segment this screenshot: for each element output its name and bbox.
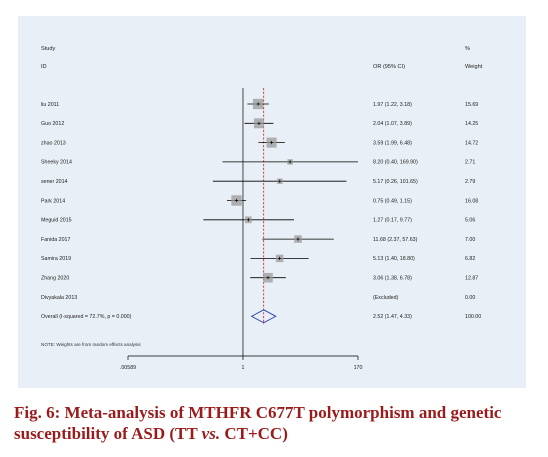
header-weight: Weight xyxy=(465,64,483,70)
study-weight-text: 15.69 xyxy=(465,102,478,108)
study-ci-text: 8.20 (0.40, 169.90) xyxy=(373,160,418,166)
study-weight-text: 7.00 xyxy=(465,237,475,243)
study-label: zhao 2013 xyxy=(41,140,66,146)
footnote: NOTE: Weights are from random effects an… xyxy=(41,342,141,347)
study-ci-text: 3.06 (1.38, 6.78) xyxy=(373,276,412,282)
study-weight-text: 2.79 xyxy=(465,179,475,185)
study-ci-text: 3.59 (1.99, 6.48) xyxy=(373,140,412,146)
study-label: Samira 2019 xyxy=(41,256,71,262)
study-ci-text: 1.97 (1.22, 3.18) xyxy=(373,102,412,108)
study-ci-text: 2.04 (1.07, 3.89) xyxy=(373,121,412,127)
study-label: sener 2014 xyxy=(41,179,68,185)
study-label: Park 2014 xyxy=(41,198,65,204)
study-label: Zhang 2020 xyxy=(41,276,69,282)
caption-vs: vs. xyxy=(201,424,221,443)
study-weight-text: 16.08 xyxy=(465,198,478,204)
study-label: Meguid 2015 xyxy=(41,218,72,224)
header-id: ID xyxy=(41,64,47,70)
forest-plot-panel: Study ID OR (95% CI) % Weight liu 2011 1.… xyxy=(18,16,526,388)
header-or-ci: OR (95% CI) xyxy=(373,64,405,70)
overall-diamond xyxy=(250,309,277,324)
study-weight-text: 14.72 xyxy=(465,140,478,146)
study-label: liu 2011 xyxy=(41,102,59,108)
x-tick-label-left: .00589 xyxy=(120,365,136,371)
study-ci-text: 1.27 (0.17, 9.77) xyxy=(373,218,412,224)
overall-label: Overall (I-squared = 72.7%, p = 0.000) xyxy=(41,314,132,320)
study-label: Guo 2012 xyxy=(41,121,64,127)
figure-caption: Fig. 6: Meta-analysis of MTHFR C677T pol… xyxy=(14,402,539,444)
study-ci-text: 5.13 (1.40, 18.80) xyxy=(373,256,415,262)
forest-plot: Study ID OR (95% CI) % Weight liu 2011 1.… xyxy=(41,46,483,371)
x-tick-label-right: 170 xyxy=(354,365,363,371)
caption-suffix: CT+CC) xyxy=(220,424,288,443)
study-label: Divyakala 2013 xyxy=(41,295,77,301)
header-percent: % xyxy=(465,46,470,52)
study-ci-text: 0.75 (0.49, 1.15) xyxy=(373,198,412,204)
overall-ci-text: 2.52 (1.47, 4.33) xyxy=(373,314,412,320)
header-study: Study xyxy=(41,46,56,52)
study-weight-text: 0.00 xyxy=(465,295,475,301)
study-rows: liu 2011 1.97 (1.22, 3.18) 15.69 Guo 2012 2.… xyxy=(41,98,481,324)
study-weight-text: 14.25 xyxy=(465,121,478,127)
study-label: Fanida 2017 xyxy=(41,237,71,243)
study-ci-text: (Excluded) xyxy=(373,295,399,301)
caption-prefix: Fig. 6: Meta-analysis of MTHFR C677T pol… xyxy=(14,403,502,443)
study-weight-text: 6.82 xyxy=(465,256,475,262)
study-ci-text: 11.68 (2.37, 57.63) xyxy=(373,237,418,243)
x-tick-label-center: 1 xyxy=(242,365,245,371)
study-ci-text: 5.17 (0.26, 101.65) xyxy=(373,179,418,185)
study-weight-text: 5.06 xyxy=(465,218,475,224)
study-weight-text: 12.87 xyxy=(465,276,478,282)
overall-weight-text: 100.00 xyxy=(465,314,481,320)
study-label: Sheeky 2014 xyxy=(41,160,72,166)
study-weight-text: 2.71 xyxy=(465,160,475,166)
